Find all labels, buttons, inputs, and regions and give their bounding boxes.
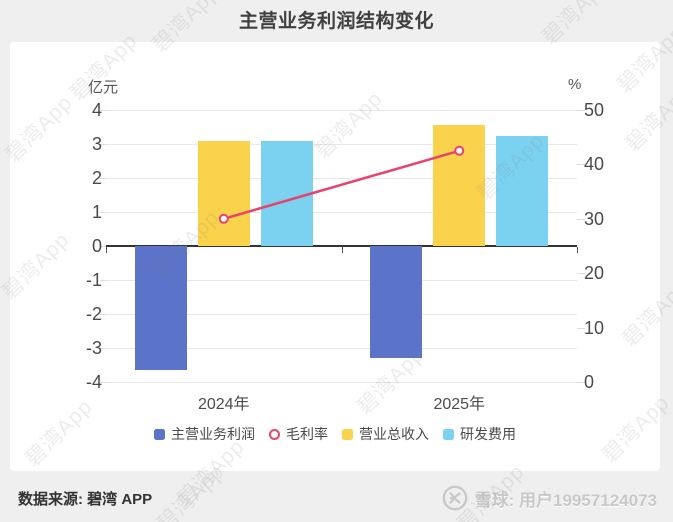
right-axis-tick: [577, 110, 585, 111]
left-axis-tick: [100, 348, 106, 349]
left-axis-tick: [100, 144, 106, 145]
legend-item-毛利率[interactable]: 毛利率: [269, 424, 328, 444]
chart-card: 亿元 % 4 3 2 1 0 -1 -2 -3 -4 50 40 30 20 10 0 2024年 2025…: [10, 42, 660, 471]
right-axis-tick: [577, 218, 585, 220]
x-axis-tick: [577, 247, 578, 253]
left-axis-tick-label: 4: [91, 100, 102, 120]
bar-主营业务利润-2025年: [370, 246, 423, 359]
social-handle-text: 雪球: 用户19957124073: [474, 490, 657, 510]
x-axis-category-label: 2025年: [433, 396, 486, 413]
legend-swatch-icon: [443, 428, 454, 440]
xueqiu-logo-icon: [442, 485, 468, 511]
zero-axis-line: [106, 245, 577, 247]
right-axis-tick-label: 10: [584, 317, 605, 338]
x-axis-tick: [106, 247, 107, 253]
legend-label: 营业总收入: [359, 426, 429, 442]
gridline: [106, 382, 577, 383]
left-axis-tick: [100, 280, 106, 281]
bar-研发费用-2024年: [260, 140, 313, 246]
left-axis-tick-label: -4: [85, 372, 102, 392]
line-series-毛利率: [223, 149, 460, 221]
right-axis-tick-label: 20: [584, 263, 605, 284]
right-axis-tick-label: 50: [584, 100, 605, 120]
x-axis-tick: [341, 247, 343, 253]
legend-item-研发费用[interactable]: 研发费用: [443, 424, 516, 444]
legend-swatch-icon: [342, 428, 353, 440]
legend-label: 毛利率: [286, 426, 328, 442]
right-axis-unit: %: [568, 76, 582, 93]
left-axis-tick: [100, 212, 106, 213]
left-axis-tick: [100, 382, 106, 383]
left-axis-unit: 亿元: [88, 79, 119, 96]
gridline: [106, 110, 577, 111]
left-axis-tick-label: -2: [85, 304, 102, 324]
legend-ring-icon: [269, 428, 280, 440]
gridline: [106, 280, 577, 281]
left-axis-tick-label: 2: [91, 168, 102, 188]
right-axis-tick: [577, 327, 585, 329]
left-axis-tick-label: 0: [91, 236, 102, 256]
bar-研发费用-2025年: [496, 135, 549, 246]
gridline: [106, 348, 577, 349]
left-axis-tick-label: 3: [91, 134, 102, 154]
bar-主营业务利润-2024年: [134, 246, 187, 371]
left-axis-tick: [100, 246, 106, 247]
bar-营业总收入-2024年: [197, 140, 250, 246]
x-axis-category-label: 2024年: [197, 396, 250, 413]
data-source-label: 数据来源: 碧湾 APP: [18, 491, 153, 508]
left-axis-tick: [100, 314, 106, 315]
right-axis-tick-label: 30: [584, 208, 605, 229]
legend-item-营业总收入[interactable]: 营业总收入: [342, 424, 429, 444]
chart-legend: 主营业务利润 毛利率 营业总收入 研发费用: [10, 424, 660, 444]
social-attribution: 雪球: 用户19957124073: [442, 485, 657, 511]
right-axis-tick-label: 40: [584, 154, 605, 175]
chart-title: 主营业务利润结构变化: [238, 11, 434, 32]
gridline: [106, 314, 577, 315]
left-axis-tick: [100, 110, 106, 111]
bar-营业总收入-2025年: [433, 125, 486, 246]
right-axis-tick: [577, 164, 585, 166]
legend-label: 研发费用: [460, 426, 516, 442]
left-axis-tick: [100, 178, 106, 179]
right-axis-tick: [577, 382, 585, 383]
gridline: [106, 144, 577, 145]
left-axis-tick-label: -1: [85, 270, 102, 290]
left-axis-tick-label: -3: [85, 338, 102, 358]
legend-swatch-icon: [154, 428, 165, 440]
left-axis-tick-label: 1: [91, 202, 102, 222]
right-axis-tick-label: 0: [584, 372, 595, 392]
legend-label: 主营业务利润: [171, 426, 255, 442]
right-axis-tick: [577, 273, 585, 275]
legend-item-主营业务利润[interactable]: 主营业务利润: [154, 424, 255, 444]
